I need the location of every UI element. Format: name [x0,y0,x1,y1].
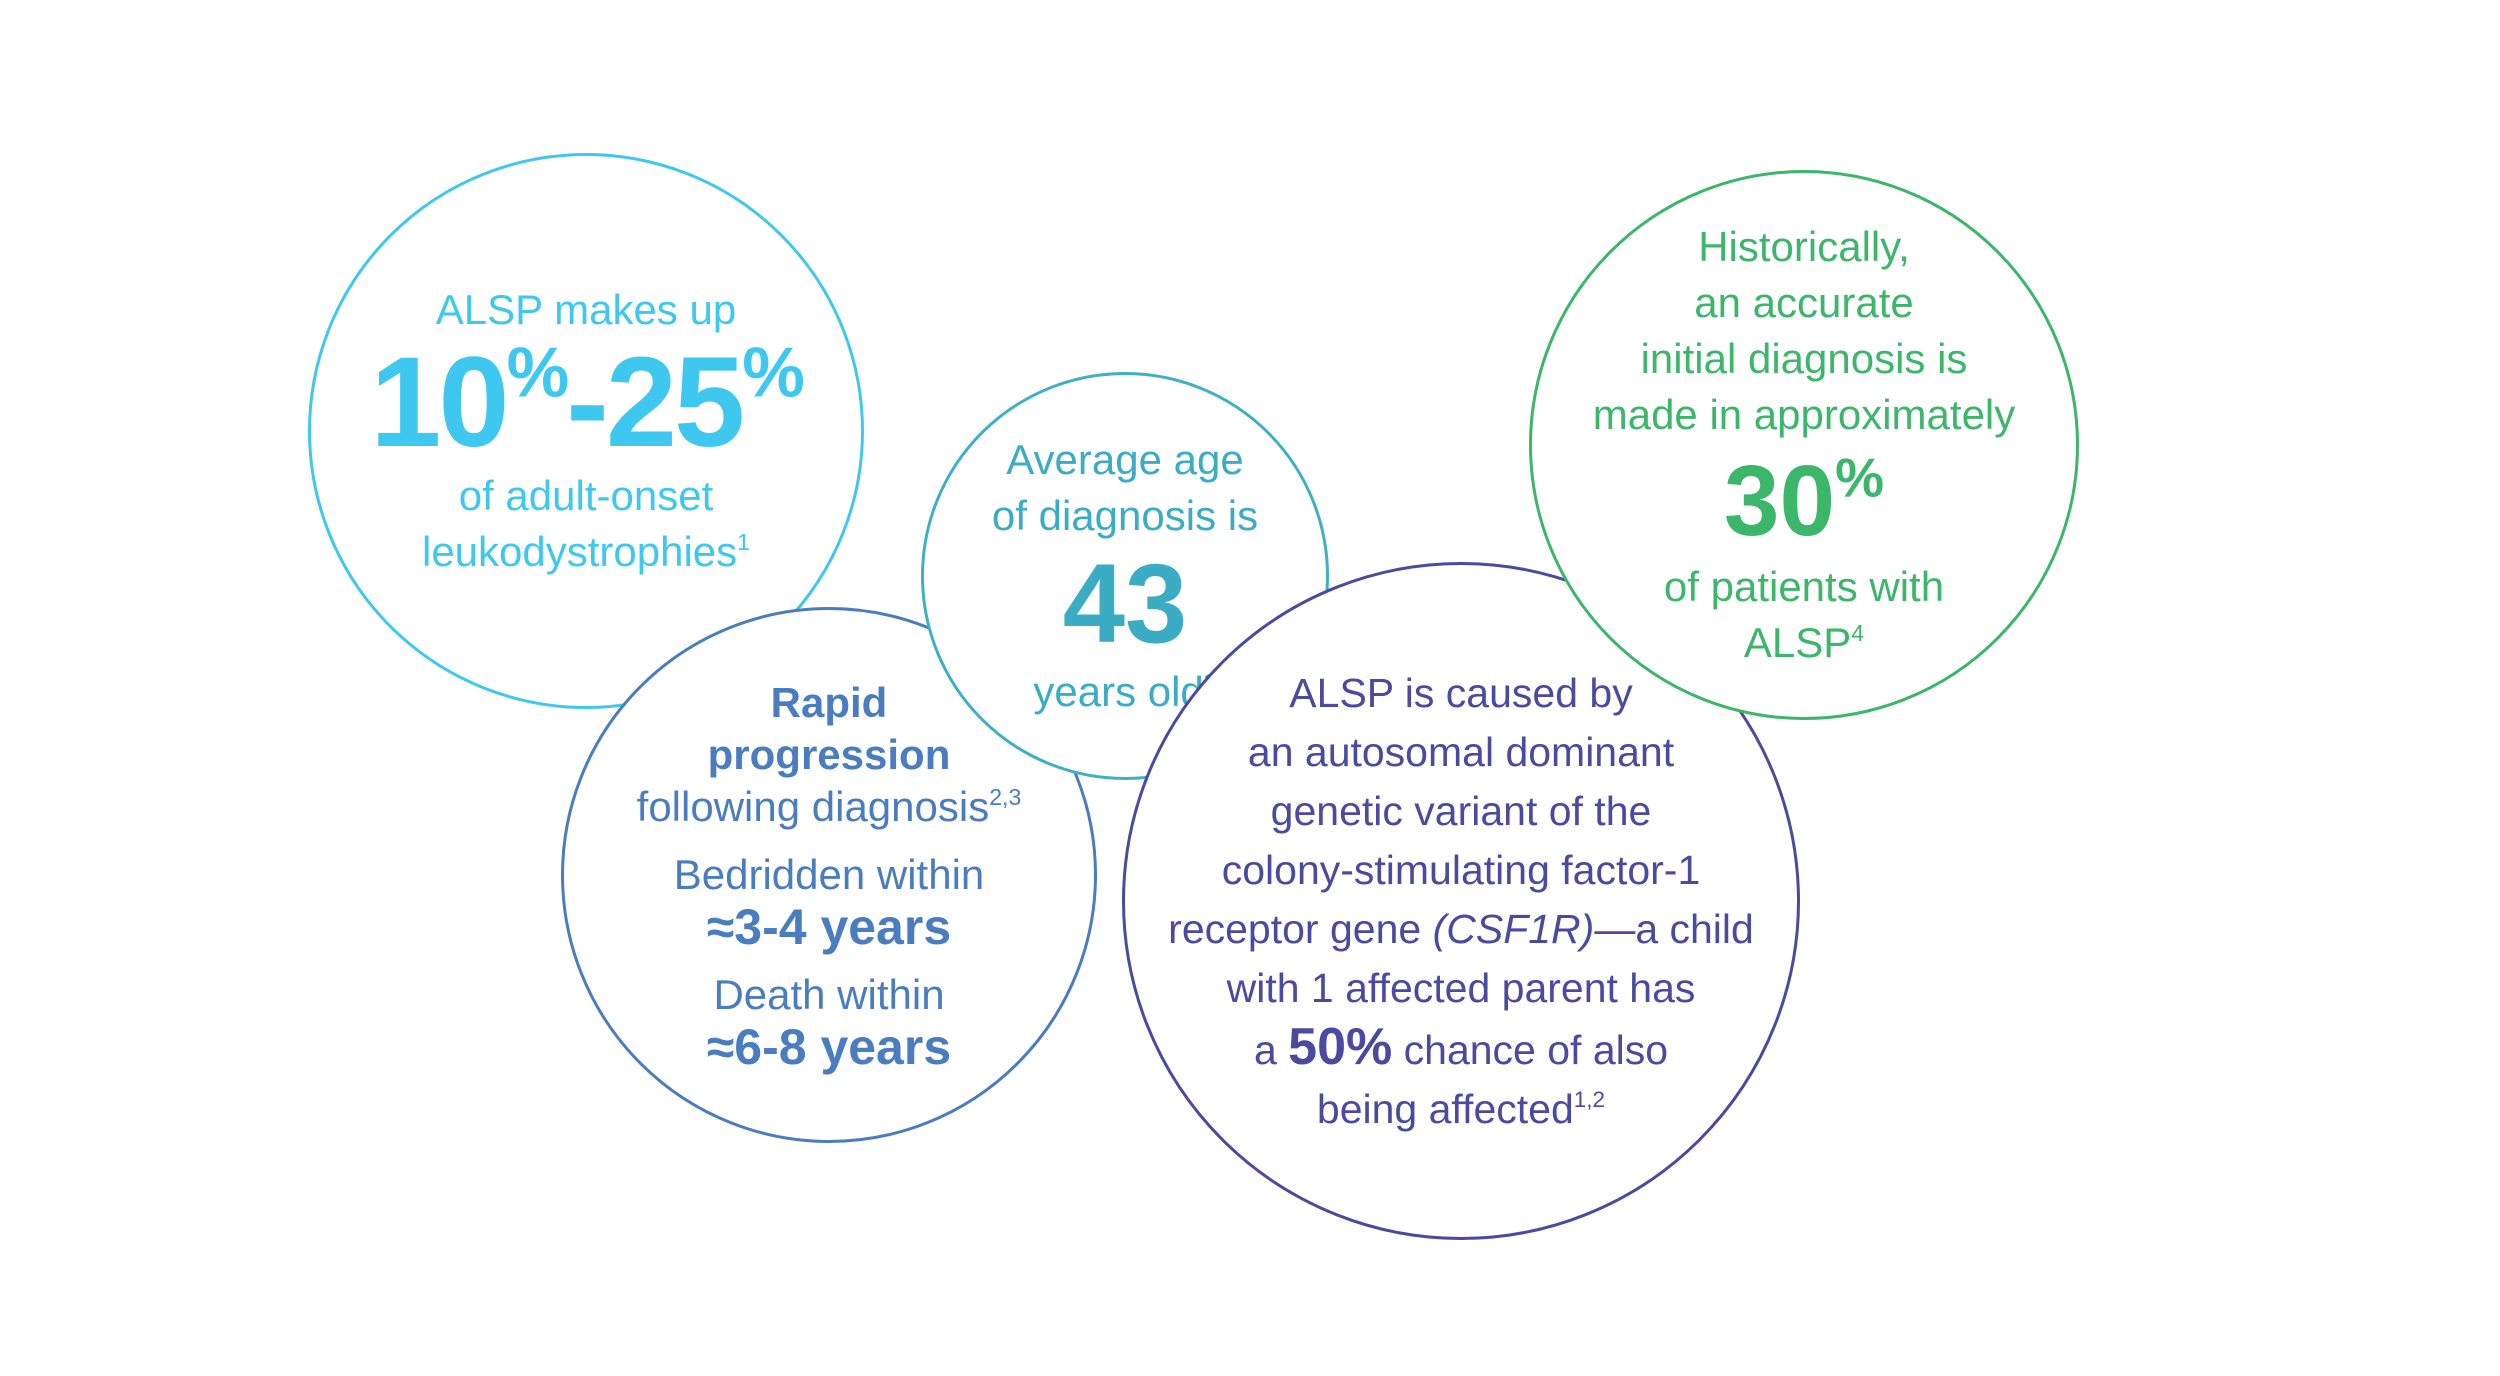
text-line: an accurate [1694,279,1914,326]
text: leukodystrophies [421,528,738,575]
text-line: a 50% chance of also [1254,1018,1668,1080]
reference: 4 [1851,619,1865,646]
unit: % [506,332,570,412]
text-line: initial diagnosis is [1640,335,1968,382]
text: chance of also [1403,1026,1669,1073]
stat: 30% [1724,443,1884,559]
item-value: ≈3-4 years [706,899,952,955]
item-label: Bedridden within [673,851,985,898]
text: being affected [1316,1085,1574,1132]
stat-circle: Rapid progression following diagnosis2,3… [561,607,1097,1143]
text-line: made in approximately [1592,391,2016,438]
text-line: ALSP4 [1744,615,1864,671]
reference: 1,2 [1573,1086,1606,1112]
stat-number: -25 [566,331,745,474]
heading: Rapid [770,679,888,726]
text-line: being affected1,2 [1317,1080,1605,1139]
text: years old [1033,668,1204,715]
text: receptor gene [1168,905,1422,952]
stat-number: 30 [1723,445,1836,557]
stat-circle: Historically, an accurate initial diagno… [1529,170,2079,720]
reference: 2,3 [989,783,1022,810]
text-line: Historically, [1698,223,1910,270]
text-line: an autosomal dominant [1247,728,1675,775]
text: following diagnosis [636,783,990,830]
text-line: receptor gene (CSF1R)—a child [1168,900,1754,959]
text-line: of adult-onset [458,472,714,519]
reference: 1 [737,528,751,555]
text-line: genetic variant of the [1270,787,1652,834]
stat-circle: ALSP makes up 10%-25% of adult-onset leu… [308,153,864,709]
text-line: leukodystrophies1 [422,524,750,580]
stat-number: 10 [370,331,509,474]
intro: ALSP makes up [435,286,737,333]
text-line: following diagnosis2,3 [637,781,1022,833]
stat: 10%-25% [370,337,805,468]
unit: % [1835,446,1885,509]
item-label: Death within [713,971,945,1018]
gene: (CSF1R) [1432,905,1595,952]
heading: progression [707,731,951,778]
text-line: of diagnosis is [991,492,1259,539]
text-line: Average age [1006,436,1244,483]
text-line: ALSP is caused by [1289,669,1633,716]
stat-circle: ALSP is caused by an autosomal dominant … [1122,562,1800,1240]
text: —a child [1594,905,1754,952]
stat: 43 [1062,541,1188,666]
text: a [1253,1026,1277,1073]
unit: % [742,332,805,412]
text: ALSP [1743,619,1852,666]
text-line: of patients with [1663,563,1945,610]
text-line: colony-stimulating factor-1 [1221,846,1701,893]
item-value: ≈6-8 years [706,1019,952,1075]
stat: 50% [1288,1017,1393,1076]
text-line: with 1 affected parent has [1226,964,1696,1011]
